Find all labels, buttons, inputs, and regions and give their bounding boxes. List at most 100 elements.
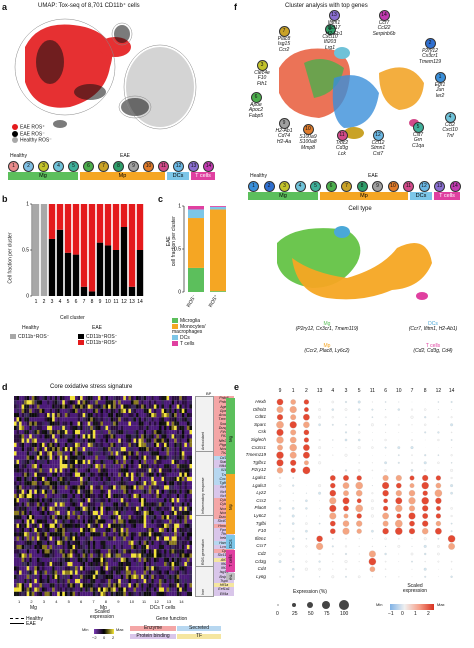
- d-heat-cell: [153, 485, 157, 490]
- d-heat-cell: [34, 583, 37, 588]
- d-heat-cell: [169, 527, 172, 533]
- d-heat-cell: [59, 404, 63, 409]
- f-dot: [291, 567, 295, 571]
- d-heat-cell: [24, 438, 27, 443]
- d-heat-cell: [130, 515, 134, 520]
- d-heat-cell: [80, 404, 83, 409]
- d-heat-cell: [54, 544, 58, 550]
- d-heat-cell: [158, 468, 162, 473]
- d-heat-cell: [120, 451, 124, 456]
- d-heat-cell: [67, 506, 70, 511]
- d-heat-cell: [105, 544, 109, 550]
- d-heat-cell: [49, 498, 53, 503]
- d-heat-cell: [39, 510, 43, 516]
- d-heat-cell: [158, 536, 162, 541]
- d-heat-cell: [158, 459, 162, 465]
- e-cluster-circle-1: 1: [248, 181, 259, 192]
- d-heat-cell: [47, 481, 50, 486]
- d-heat-cell: [148, 532, 152, 537]
- e-cluster-label-7: 7 Plac8 Isg15 Ccr2: [262, 26, 306, 53]
- d-heat-cell: [57, 396, 60, 401]
- d-heat-cell: [31, 476, 35, 482]
- f-dot: [384, 537, 387, 540]
- d-heat-cell: [67, 425, 70, 431]
- d-heat-cell: [67, 498, 70, 503]
- d-heat-cell: [80, 408, 83, 414]
- d-heat-cell: [189, 557, 192, 563]
- d-heat-cell: [181, 570, 185, 575]
- d-heat-cell: [105, 587, 109, 592]
- d-heat-cell: [125, 578, 129, 584]
- d-heat-cell: [181, 536, 185, 541]
- d-heat-cell: [41, 502, 45, 507]
- d-heat-cell: [44, 583, 48, 588]
- d-heat-cell: [85, 455, 88, 460]
- a-cluster-circle-13: 13: [188, 161, 199, 172]
- d-heat-cell: [138, 506, 142, 511]
- d-heat-cell: [36, 544, 40, 550]
- d-heat-cell: [80, 523, 83, 528]
- d-heat-cell: [143, 400, 147, 405]
- e-cluster-label-genes-13: Ifitm1 Ccl17 H2-Eb1: [325, 20, 343, 37]
- d-heat-cell: [75, 515, 78, 520]
- d-heat-cell: [158, 434, 162, 439]
- d-heat-cell: [29, 476, 32, 482]
- d-heat-cell: [103, 523, 106, 528]
- d-heat-cell: [179, 417, 182, 422]
- d-heat-cell: [52, 464, 55, 469]
- d-heat-cell: [108, 413, 111, 418]
- d-heat-cell: [133, 561, 137, 567]
- a-cluster-circle-8: 8: [113, 161, 124, 172]
- f-dot: [343, 490, 349, 497]
- c-bar-1-s3: [210, 206, 226, 207]
- d-heat-cell: [29, 442, 32, 448]
- d-heat-cell: [115, 468, 119, 473]
- d-heat-cell: [189, 485, 192, 490]
- d-heat-cell: [75, 519, 78, 524]
- d-heat-cell: [158, 587, 162, 592]
- d-heat-cell: [130, 476, 134, 482]
- d-heat-cell: [118, 502, 121, 507]
- d-heat-cell: [118, 583, 121, 588]
- d-heat-cell: [105, 455, 109, 460]
- d-heat-cell: [123, 464, 126, 469]
- d-heat-cell: [105, 438, 109, 443]
- d-heat-cell: [44, 425, 48, 431]
- d-heat-cell: [164, 566, 167, 571]
- d-heat-cell: [85, 438, 88, 443]
- d-heat-cell: [47, 438, 50, 443]
- d-heat-cell: [189, 430, 192, 435]
- d-heat-cell: [118, 527, 121, 533]
- f-dot: [384, 438, 387, 442]
- f-dot: [411, 454, 413, 456]
- d-heat-cell: [62, 532, 65, 537]
- d-heat-cell: [103, 570, 106, 575]
- d-heat-cell: [62, 455, 65, 460]
- d-heat-cell: [174, 404, 177, 409]
- d-gene-Tfrc: Tfrc: [214, 532, 234, 537]
- e-cluster-label-num-4: 4: [444, 112, 456, 123]
- d-heat-cell: [174, 519, 177, 524]
- d-heat-cell: [128, 430, 132, 435]
- d-heat-cell: [41, 570, 45, 575]
- d-heat-cell: [95, 570, 98, 575]
- d-heat-cell: [120, 442, 124, 448]
- d-heat-cell: [108, 515, 111, 520]
- d-heat-cell: [80, 506, 83, 511]
- f-dot: [451, 409, 453, 411]
- d-heat-cell: [108, 540, 111, 545]
- d-heat-cell: [72, 566, 76, 571]
- d-heat-cell: [59, 536, 63, 541]
- d-heat-cell: [156, 583, 159, 588]
- f-dot: [279, 530, 281, 532]
- f-dot: [318, 454, 321, 457]
- d-heat-cell: [36, 476, 40, 482]
- d-heat-cell: [108, 396, 111, 401]
- f-dot: [447, 535, 456, 543]
- d-heat-cell: [80, 447, 83, 452]
- d-heat-cell: [36, 583, 40, 588]
- d-heat-cell: [118, 515, 121, 520]
- d-heat-cell: [90, 438, 93, 443]
- d-heat-cell: [146, 417, 149, 422]
- d-heat-cell: [41, 498, 45, 503]
